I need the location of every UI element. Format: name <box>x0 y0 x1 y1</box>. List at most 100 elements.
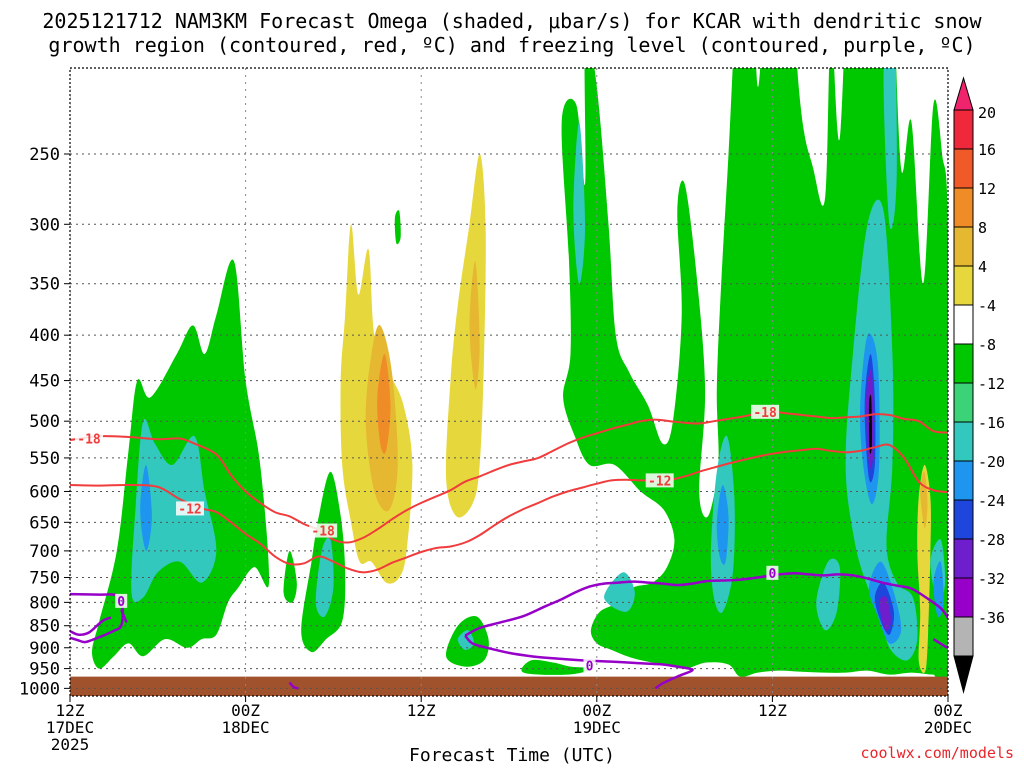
xtick-label-12-0: 00Z <box>231 701 260 720</box>
xtick-label-0-1: 17DEC <box>46 718 94 737</box>
ytick-label-250: 250 <box>29 145 60 165</box>
freezing-level-segment-5 <box>464 634 694 690</box>
freezing-level-segment-1 <box>70 616 112 637</box>
colorbar-swatch-14 <box>953 616 974 657</box>
colorbar-top-arrow <box>953 76 974 111</box>
omega-upward-big <box>561 68 948 696</box>
colorbar-label-13: -36 <box>978 609 1005 627</box>
ytick-label-300: 300 <box>29 215 60 235</box>
omega-upward-block-1-core <box>131 418 217 603</box>
colorbar-swatch-6 <box>953 304 974 345</box>
freezing-label-2: 0 <box>768 567 776 582</box>
xtick-label-60-0: 00Z <box>934 701 963 720</box>
contour-dgz-minus-12 <box>70 443 948 574</box>
omega-upward-big-core <box>868 394 872 454</box>
omega-sinking-3-core <box>377 353 391 454</box>
colorbar-swatch-11 <box>953 499 974 540</box>
colorbar-swatch-9 <box>953 421 974 462</box>
omega-upward-big-blue-1 <box>716 484 729 565</box>
contour-label-bg-dgz-minus-12-0 <box>175 501 204 516</box>
colorbar-label-5: -4 <box>978 297 996 315</box>
terrain-fill <box>70 676 948 696</box>
freezing-level-segment-2 <box>120 609 128 624</box>
colorbar-label-1: 16 <box>978 141 996 159</box>
colorbar-label-3: 8 <box>978 219 987 237</box>
contour-label-bg-dgz-minus-18-1 <box>309 523 338 538</box>
omega-upward-mid-1-core <box>315 537 334 618</box>
omega-sinking-5 <box>917 464 931 674</box>
ytick-label-550: 550 <box>29 449 60 469</box>
colorbar-swatch-7 <box>953 343 974 384</box>
colorbar-label-2: 12 <box>978 180 996 198</box>
contour-label-bg-dgz-minus-18-0 <box>75 431 104 446</box>
freezing-label-bg-1 <box>583 658 596 673</box>
colorbar-swatch-4 <box>953 226 974 267</box>
ytick-label-600: 600 <box>29 482 60 502</box>
ytick-label-400: 400 <box>29 326 60 346</box>
omega-upward-big-cyan-5 <box>845 199 918 661</box>
omega-upward-big-cyan-1 <box>573 121 586 284</box>
freezing-label-0: 0 <box>117 595 125 610</box>
colorbar-swatch-10 <box>953 460 974 501</box>
colorbar-label-8: -16 <box>978 414 1005 432</box>
ytick-label-850: 850 <box>29 617 60 637</box>
contour-label-dgz-minus-18-2: -18 <box>753 406 777 421</box>
ytick-label-650: 650 <box>29 513 60 533</box>
ytick-label-900: 900 <box>29 639 60 659</box>
ytick-label-500: 500 <box>29 412 60 432</box>
ytick-label-700: 700 <box>29 542 60 562</box>
xtick-label-0-2: 2025 <box>51 735 90 754</box>
xtick-label-36-0: 00Z <box>582 701 611 720</box>
omega-upward-small-3 <box>457 630 474 650</box>
omega-upward-small-4 <box>521 659 594 675</box>
ytick-label-800: 800 <box>29 593 60 613</box>
colorbar-label-9: -20 <box>978 453 1005 471</box>
xtick-label-12-1: 18DEC <box>222 718 270 737</box>
freezing-level-segment-4 <box>464 572 948 637</box>
contour-dgz-minus-18 <box>70 410 948 544</box>
ytick-label-950: 950 <box>29 660 60 680</box>
contour-label-bg-dgz-minus-12-1 <box>645 473 674 488</box>
colorbar-label-0: 20 <box>978 104 996 122</box>
omega-upward-small-1 <box>394 210 401 245</box>
freezing-level-segment-3 <box>288 681 299 690</box>
colorbar-swatch-13 <box>953 577 974 618</box>
contour-label-dgz-minus-12-0: -12 <box>178 502 201 517</box>
omega-sinking-4 <box>445 154 486 518</box>
chart-title-line1: 2025121712 NAM3KM Forecast Omega (shaded… <box>42 9 982 33</box>
colorbar-label-11: -28 <box>978 531 1005 549</box>
contour-label-dgz-minus-18-1: -18 <box>311 525 335 540</box>
site-credit[interactable]: coolwx.com/models <box>860 744 1014 762</box>
colorbar-label-10: -24 <box>978 492 1005 510</box>
x-axis-title: Forecast Time (UTC) <box>409 745 615 766</box>
chart-title-line2: growth region (contoured, red, ºC) and f… <box>48 33 976 57</box>
contour-label-dgz-minus-18-0: -18 <box>77 433 101 448</box>
plot-area: -18 -18 -18 -12 -12 0 0 0 <box>70 0 948 696</box>
omega-sinking-1 <box>187 0 206 5</box>
colorbar-label-12: -32 <box>978 570 1005 588</box>
ytick-label-350: 350 <box>29 275 60 295</box>
xtick-label-24-0: 12Z <box>407 701 436 720</box>
freezing-label-bg-0 <box>115 593 128 608</box>
colorbar-swatch-1 <box>953 109 974 150</box>
colorbar-bottom-arrow <box>953 655 974 694</box>
contour-label-bg-dgz-minus-18-2 <box>751 404 780 419</box>
colorbar-swatch-3 <box>953 187 974 228</box>
xtick-label-48-0: 12Z <box>758 701 787 720</box>
plot-frame <box>69 67 949 697</box>
freezing-label-bg-2 <box>766 565 779 580</box>
colorbar-label-4: 4 <box>978 258 987 276</box>
colorbar-swatch-12 <box>953 538 974 579</box>
omega-upward-big-cyan-6 <box>883 68 897 230</box>
colorbar-label-6: -8 <box>978 336 996 354</box>
xtick-label-60-1: 20DEC <box>924 718 972 737</box>
colorbar-swatch-8 <box>953 382 974 423</box>
ytick-label-750: 750 <box>29 568 60 588</box>
xtick-label-36-1: 19DEC <box>573 718 621 737</box>
contour-label-dgz-minus-12-1: -12 <box>648 474 671 489</box>
ytick-label-1000: 1000 <box>19 679 60 699</box>
colorbar-label-7: -12 <box>978 375 1005 393</box>
xtick-label-0-0: 12Z <box>56 701 85 720</box>
colorbar-swatch-2 <box>953 148 974 189</box>
